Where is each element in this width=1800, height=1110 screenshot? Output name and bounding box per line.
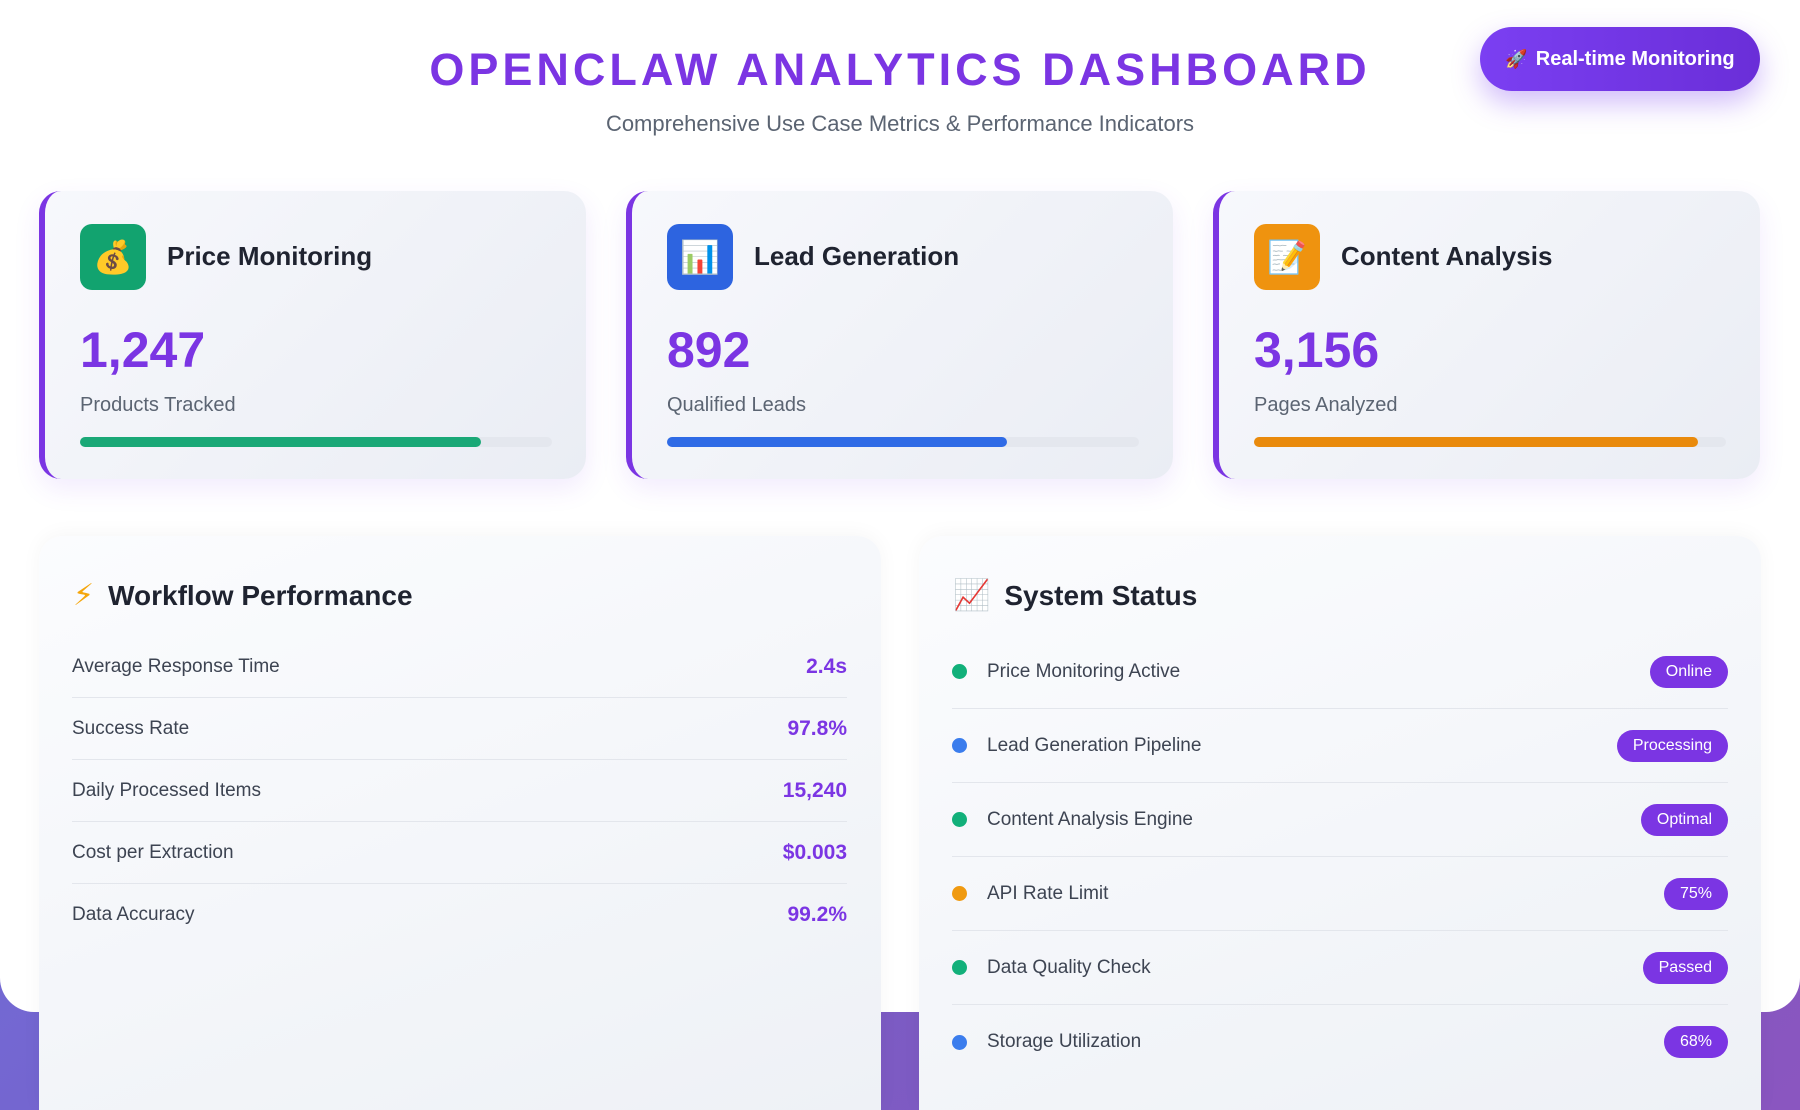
metric-progress-track	[1254, 437, 1726, 447]
status-badge: 68%	[1663, 1026, 1728, 1058]
workflow-row-value: 15,240	[782, 778, 847, 802]
workflow-row-label: Data Accuracy	[72, 904, 195, 925]
status-panel-title: 📈 System Status	[953, 578, 1197, 613]
status-row-label: Storage Utilization	[987, 1031, 1142, 1052]
realtime-monitoring-button[interactable]: 🚀 Real-time Monitoring	[1480, 27, 1760, 91]
status-row: Content Analysis Engine Optimal	[952, 783, 1728, 857]
status-row-label: Lead Generation Pipeline	[987, 734, 1202, 756]
status-row: Lead Generation Pipeline Processing	[952, 709, 1728, 783]
status-row-label: API Rate Limit	[987, 882, 1109, 904]
status-row: Price Monitoring Active Online	[952, 635, 1728, 709]
metric-value: 892	[667, 322, 751, 378]
memo-icon: 📝	[1254, 224, 1320, 290]
status-dot	[952, 886, 967, 901]
status-row-label: Content Analysis Engine	[987, 808, 1193, 830]
status-dot	[952, 738, 967, 753]
money-bag-icon: 💰	[80, 224, 146, 290]
page-title: OPENCLAW ANALYTICS DASHBOARD	[429, 44, 1371, 95]
metric-progress-fill	[80, 437, 482, 447]
status-title-text: System Status	[1004, 579, 1198, 611]
system-status-panel: 📈 System Status Price Monitoring Active …	[919, 536, 1761, 1110]
workflow-row-value: 97.8%	[787, 716, 847, 740]
rocket-icon: 🚀	[1505, 48, 1528, 69]
status-row: Data Quality Check Passed	[952, 931, 1728, 1005]
status-dot	[952, 664, 967, 679]
workflow-performance-panel: ⚡ Workflow Performance Average Response …	[39, 536, 881, 1110]
workflow-row-value: $0.003	[782, 840, 847, 864]
metric-progress-fill	[1254, 437, 1698, 447]
status-dot	[952, 960, 967, 975]
metric-progress-track	[80, 437, 552, 447]
page-subtitle: Comprehensive Use Case Metrics & Perform…	[605, 111, 1195, 136]
status-row-label: Data Quality Check	[987, 956, 1151, 978]
workflow-row: Daily Processed Items 15,240	[72, 760, 847, 822]
metric-progress-track	[667, 437, 1139, 447]
status-row: Storage Utilization 68%	[952, 1005, 1728, 1079]
metric-label: Products Tracked	[80, 394, 236, 416]
workflow-row-label: Success Rate	[72, 717, 190, 739]
status-badge: Optimal	[1640, 803, 1728, 836]
metric-card-content-analysis: 📝 Content Analysis 3,156 Pages Analyzed	[1213, 191, 1760, 479]
realtime-monitoring-label: Real-time Monitoring	[1535, 47, 1735, 70]
bar-chart-icon: 📊	[667, 224, 733, 290]
lightning-icon: ⚡	[73, 579, 95, 612]
workflow-row-value: 99.2%	[787, 903, 847, 926]
status-badge: Processing	[1616, 729, 1728, 762]
workflow-row: Data Accuracy 99.2%	[72, 884, 847, 946]
status-badge: Passed	[1642, 951, 1728, 984]
workflow-row-label: Daily Processed Items	[72, 779, 262, 801]
workflow-row: Success Rate 97.8%	[72, 698, 847, 760]
metric-card-lead-generation: 📊 Lead Generation 892 Qualified Leads	[626, 191, 1173, 479]
metric-title: Price Monitoring	[167, 241, 373, 271]
metric-label: Qualified Leads	[667, 394, 806, 416]
metric-card-price-monitoring: 💰 Price Monitoring 1,247 Products Tracke…	[39, 191, 586, 479]
metric-value: 1,247	[80, 322, 206, 378]
status-dot	[952, 812, 967, 827]
workflow-row-value: 2.4s	[806, 654, 847, 678]
status-badge: 75%	[1663, 877, 1728, 910]
workflow-row: Average Response Time 2.4s	[72, 636, 847, 698]
status-row-label: Price Monitoring Active	[987, 660, 1181, 682]
trend-chart-icon: 📈	[953, 579, 991, 612]
workflow-row-label: Cost per Extraction	[72, 841, 234, 863]
metric-title: Lead Generation	[754, 241, 960, 271]
status-row: API Rate Limit 75%	[952, 857, 1728, 931]
workflow-row-label: Average Response Time	[72, 655, 280, 677]
metric-title: Content Analysis	[1341, 241, 1553, 271]
workflow-row: Cost per Extraction $0.003	[72, 822, 847, 884]
workflow-panel-title: ⚡ Workflow Performance	[73, 578, 413, 613]
status-badge: Online	[1649, 655, 1728, 688]
metric-label: Pages Analyzed	[1254, 394, 1398, 416]
metric-value: 3,156	[1254, 322, 1380, 378]
metric-progress-fill	[667, 437, 1007, 447]
status-dot	[952, 1034, 967, 1050]
workflow-title-text: Workflow Performance	[108, 579, 413, 611]
